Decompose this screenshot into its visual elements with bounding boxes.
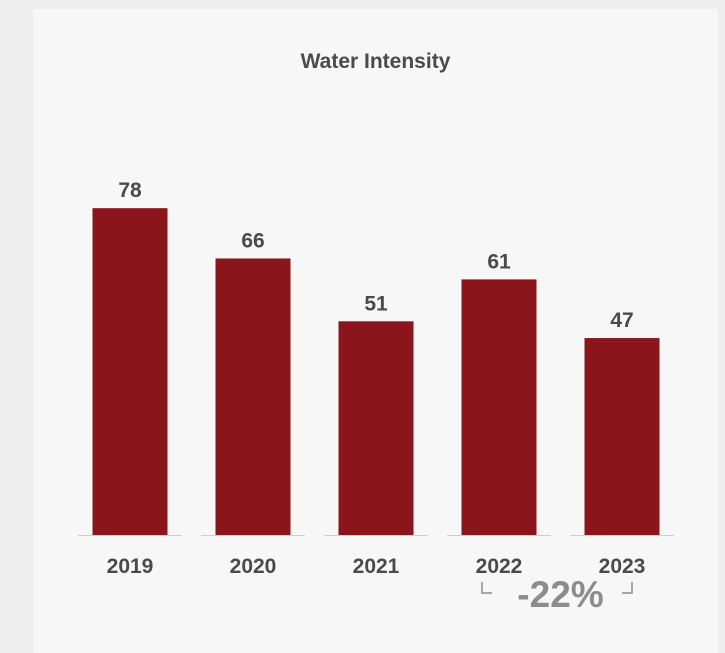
data-label-2020: 66 — [241, 229, 264, 252]
annotation-bracket-right — [622, 582, 633, 594]
bar-chart: 78 2019 66 2020 51 2021 61 2022 47 2023-22% — [78, 179, 674, 615]
x-tick-label-2019: 2019 — [107, 555, 154, 578]
data-label-2019: 78 — [118, 179, 142, 202]
x-tick-label-2021: 2021 — [353, 555, 400, 578]
x-tick-label-2022: 2022 — [476, 555, 523, 578]
bar-2019 — [92, 208, 168, 535]
data-label-2023: 47 — [610, 309, 633, 332]
bar-2021 — [338, 321, 414, 535]
bar-2023 — [584, 338, 660, 535]
bar-2022 — [461, 279, 537, 535]
x-tick-label-2020: 2020 — [230, 555, 277, 578]
annotation-bracket-left — [481, 582, 492, 594]
data-label-2021: 51 — [364, 292, 388, 315]
bar-2020 — [215, 258, 291, 535]
chart-card: Water Intensity 78 2019 66 2020 51 2021 61 2022… — [33, 9, 718, 653]
change-annotation: -22% — [517, 574, 603, 615]
chart-title: Water Intensity — [300, 50, 451, 73]
x-tick-label-2023: 2023 — [599, 555, 646, 578]
data-label-2022: 61 — [487, 250, 511, 273]
